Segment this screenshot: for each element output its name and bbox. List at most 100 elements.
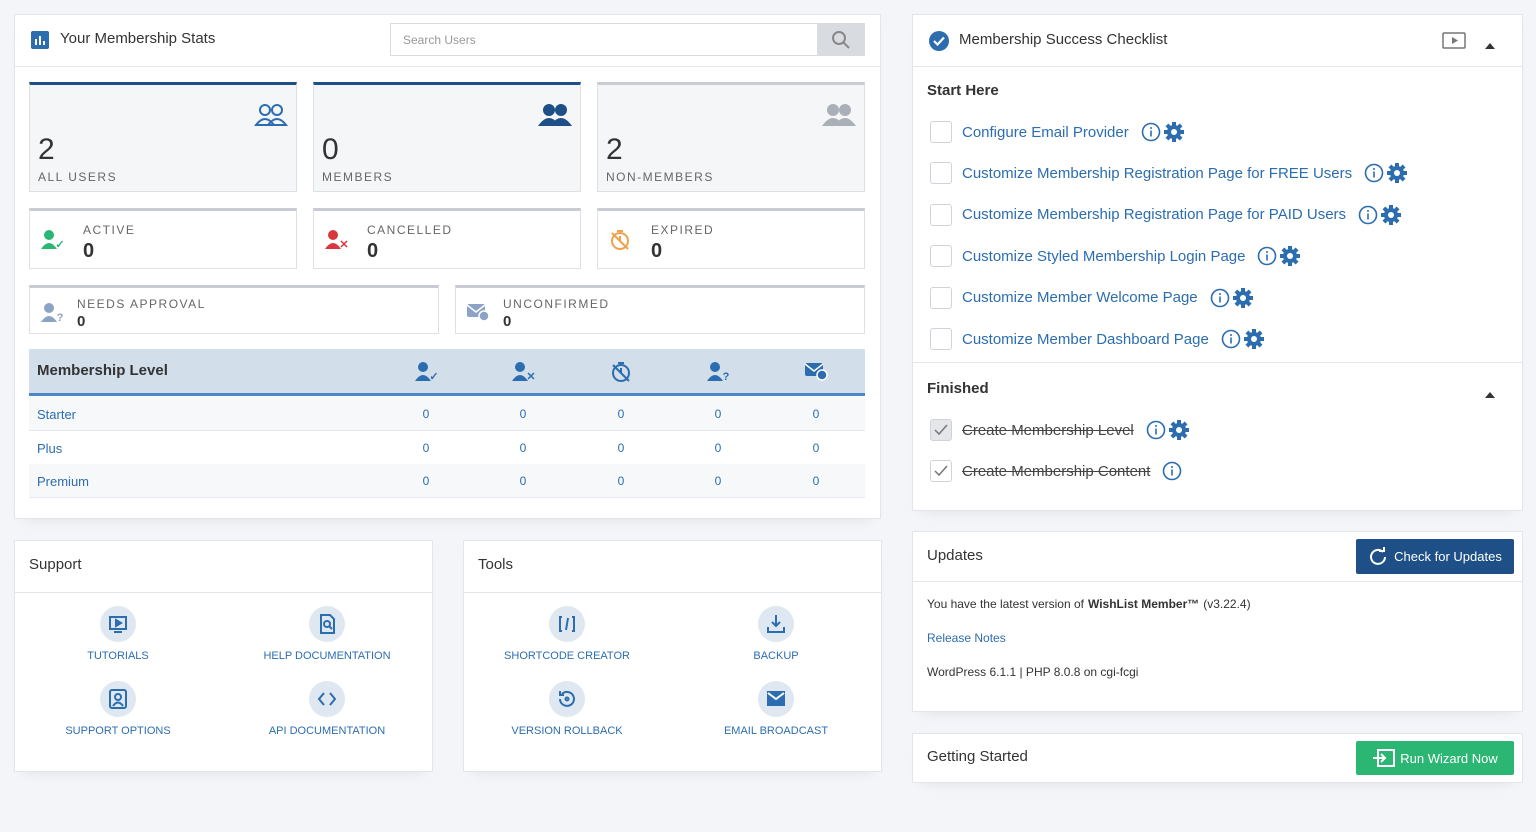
table-cell[interactable]: 0 xyxy=(422,474,430,489)
settings-icon[interactable] xyxy=(1232,287,1254,309)
checkbox[interactable] xyxy=(930,419,952,441)
run-wizard-button[interactable]: Run Wizard Now xyxy=(1356,741,1514,775)
table-cell[interactable]: 0 xyxy=(617,474,625,489)
checklist-item: Customize Membership Registration Page f… xyxy=(930,203,1402,227)
settings-icon[interactable] xyxy=(1243,328,1265,350)
panel-title: Support xyxy=(29,556,82,573)
table-cell[interactable]: 0 xyxy=(422,440,430,455)
info-icon[interactable] xyxy=(1364,163,1384,183)
pending-value: 0 xyxy=(77,313,86,330)
level-name[interactable]: Plus xyxy=(37,440,63,456)
checkbox[interactable] xyxy=(930,162,952,185)
info-icon[interactable] xyxy=(1146,420,1166,440)
pending-card: ? NEEDS APPROVAL 0 xyxy=(29,285,439,334)
section-divider xyxy=(912,362,1523,363)
checkbox[interactable] xyxy=(930,328,952,350)
checklist-link[interactable]: Create Membership Level xyxy=(962,421,1134,439)
checkbox[interactable] xyxy=(930,245,952,268)
column-icon: ? xyxy=(706,360,732,389)
info-icon[interactable] xyxy=(1257,246,1277,266)
checklist-link[interactable]: Customize Membership Registration Page f… xyxy=(962,164,1353,182)
table-cell[interactable]: 0 xyxy=(617,407,625,421)
table-cell[interactable]: 0 xyxy=(812,440,820,455)
search-icon xyxy=(831,30,851,55)
table-cell[interactable]: 0 xyxy=(519,407,527,421)
info-icon[interactable] xyxy=(1358,205,1378,225)
table-cell[interactable]: 0 xyxy=(714,474,722,489)
status-icon xyxy=(608,228,632,257)
checkbox[interactable] xyxy=(930,121,952,143)
info-icon[interactable] xyxy=(1221,329,1241,349)
checkbox[interactable] xyxy=(930,286,952,309)
level-name[interactable]: Starter xyxy=(37,407,77,422)
svg-text:✓: ✓ xyxy=(55,239,64,251)
search-box[interactable]: Search Users xyxy=(390,23,818,56)
tool-icon xyxy=(308,680,346,723)
stat-value: 0 xyxy=(322,133,339,166)
status-value: 0 xyxy=(83,240,95,262)
tool-link[interactable]: TUTORIALS xyxy=(87,650,149,662)
stat-card: 2 NON-MEMBERS xyxy=(597,82,865,192)
tool-link[interactable]: VERSION ROLLBACK xyxy=(511,725,623,737)
panel-title: Updates xyxy=(927,547,983,564)
checklist-link[interactable]: Customize Membership Registration Page f… xyxy=(962,206,1347,224)
column-icon: ✕ xyxy=(511,360,537,389)
checklist-link[interactable]: Customize Styled Membership Login Page xyxy=(962,247,1246,265)
version-text: (v3.22.4) xyxy=(1203,597,1251,611)
checklist-link[interactable]: Customize Member Welcome Page xyxy=(962,289,1198,307)
check-updates-button[interactable]: Check for Updates xyxy=(1356,539,1514,574)
environment-info: WordPress 6.1.1 | PHP 8.0.8 on cgi-fcgi xyxy=(927,665,1139,679)
tool-link[interactable]: BACKUP xyxy=(753,650,799,662)
tool-icon xyxy=(548,605,586,648)
tools-panel xyxy=(463,540,882,772)
status-icon: ✓ xyxy=(40,228,66,257)
tool-link[interactable]: EMAIL BROADCAST xyxy=(723,725,829,737)
info-icon[interactable] xyxy=(1162,461,1182,481)
stat-label: MEMBERS xyxy=(322,170,394,184)
svg-text:✕: ✕ xyxy=(526,371,535,383)
panel-divider xyxy=(912,581,1523,582)
tool-link[interactable]: API DOCUMENTATION xyxy=(268,725,386,737)
status-label: ACTIVE xyxy=(83,223,136,237)
table-cell[interactable]: 0 xyxy=(617,440,625,455)
stat-value: 2 xyxy=(38,133,55,166)
pending-icon: ? xyxy=(40,301,66,330)
stat-icon xyxy=(537,103,573,132)
pending-label: NEEDS APPROVAL xyxy=(77,297,206,311)
settings-icon[interactable] xyxy=(1168,419,1190,441)
table-cell[interactable]: 0 xyxy=(422,407,430,421)
table-cell[interactable]: 0 xyxy=(714,407,722,421)
tool-link[interactable]: SHORTCODE CREATOR xyxy=(504,650,630,662)
stat-card: 2 ALL USERS xyxy=(29,82,297,192)
table-cell[interactable]: 0 xyxy=(812,407,820,421)
panel-title: Getting Started xyxy=(927,748,1028,765)
settings-icon[interactable] xyxy=(1386,162,1408,184)
tool-link[interactable]: HELP DOCUMENTATION xyxy=(263,650,391,662)
checkbox[interactable] xyxy=(930,203,952,226)
search-button[interactable] xyxy=(818,23,865,56)
checklist-item: Customize Styled Membership Login Page xyxy=(930,244,1301,268)
checklist-link[interactable]: Create Membership Content xyxy=(962,462,1151,480)
checklist-link[interactable]: Customize Member Dashboard Page xyxy=(962,330,1209,348)
settings-icon[interactable] xyxy=(1279,245,1301,267)
checkbox[interactable] xyxy=(930,460,952,483)
column-icon xyxy=(609,360,633,389)
status-icon: ✕ xyxy=(324,228,350,257)
release-notes-link[interactable]: Release Notes xyxy=(927,631,1006,645)
stat-icon xyxy=(821,103,857,132)
table-cell[interactable]: 0 xyxy=(519,440,527,455)
settings-icon[interactable] xyxy=(1380,204,1402,226)
stat-label: ALL USERS xyxy=(38,170,118,184)
level-name[interactable]: Premium xyxy=(37,474,90,490)
tool-link[interactable]: SUPPORT OPTIONS xyxy=(65,725,171,737)
settings-icon[interactable] xyxy=(1163,121,1185,143)
table-cell[interactable]: 0 xyxy=(812,474,820,489)
refresh-icon xyxy=(1368,546,1388,567)
info-icon[interactable] xyxy=(1141,122,1161,142)
status-card: ✕ CANCELLED 0 xyxy=(313,208,581,269)
info-icon[interactable] xyxy=(1210,288,1230,308)
checklist-link[interactable]: Configure Email Provider xyxy=(962,123,1129,141)
table-cell[interactable]: 0 xyxy=(714,440,722,455)
table-cell[interactable]: 0 xyxy=(519,474,527,489)
svg-text:?: ? xyxy=(57,312,64,324)
